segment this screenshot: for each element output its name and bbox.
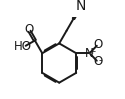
Text: O: O	[24, 23, 34, 36]
Text: -: -	[98, 56, 102, 66]
Text: HO: HO	[14, 40, 32, 53]
Text: O: O	[94, 38, 103, 51]
Text: N: N	[85, 47, 94, 60]
Text: O: O	[94, 55, 103, 68]
Text: N: N	[76, 0, 86, 13]
Text: +: +	[88, 47, 96, 56]
